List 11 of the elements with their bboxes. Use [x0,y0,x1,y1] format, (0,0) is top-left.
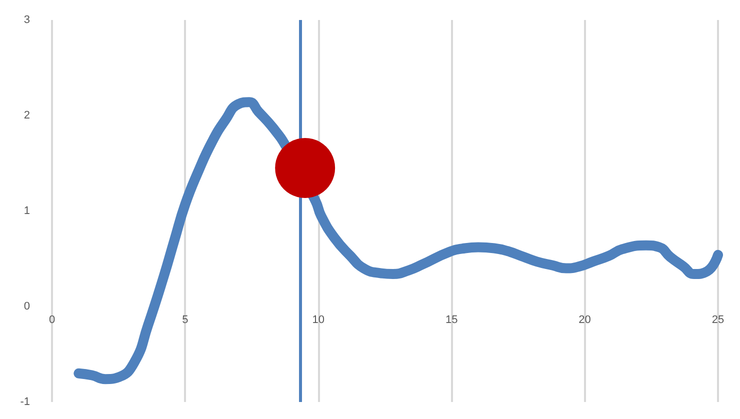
x-tick-label: 0 [48,314,56,326]
x-tick-label: 10 [312,314,325,326]
x-tick-label: 25 [712,314,724,326]
y-tick-label: 2 [24,110,30,122]
x-tick-label: 5 [182,314,188,326]
y-tick-label: -1 [20,396,30,408]
y-tick-label: 3 [24,14,30,26]
x-tick-label: 20 [578,314,591,326]
y-tick-label: 1 [24,205,30,217]
y-tick-label: 0 [24,300,30,312]
x-tick-label: 15 [445,314,458,326]
